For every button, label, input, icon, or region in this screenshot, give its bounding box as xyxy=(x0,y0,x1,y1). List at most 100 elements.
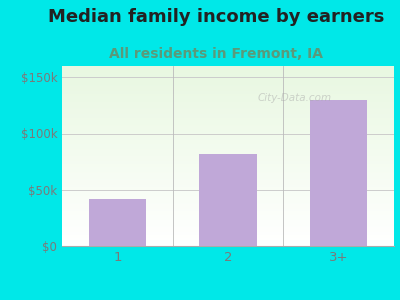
Bar xyxy=(62,88,394,89)
Bar xyxy=(199,154,257,246)
Bar xyxy=(62,180,394,181)
Bar xyxy=(62,198,394,199)
Bar xyxy=(62,142,394,143)
Bar xyxy=(62,146,394,148)
Bar xyxy=(62,109,394,110)
Bar xyxy=(62,169,394,170)
Bar xyxy=(62,168,394,169)
Bar xyxy=(62,107,394,108)
Bar xyxy=(62,187,394,188)
Bar xyxy=(62,137,394,138)
Bar xyxy=(62,192,394,193)
Bar xyxy=(62,128,394,130)
Bar xyxy=(62,104,394,106)
Bar xyxy=(62,173,394,174)
Bar xyxy=(62,245,394,246)
Bar xyxy=(62,79,394,80)
Bar xyxy=(62,182,394,184)
Bar xyxy=(62,98,394,100)
Bar xyxy=(62,136,394,137)
Bar xyxy=(62,224,394,226)
Bar xyxy=(62,95,394,96)
Bar xyxy=(62,94,394,95)
Bar xyxy=(62,121,394,122)
Bar xyxy=(62,227,394,228)
Bar xyxy=(62,222,394,223)
Bar xyxy=(62,139,394,140)
Bar xyxy=(62,90,394,91)
Bar xyxy=(62,145,394,146)
Bar xyxy=(62,188,394,190)
Bar xyxy=(62,238,394,239)
Bar xyxy=(62,124,394,125)
Bar xyxy=(62,233,394,234)
Bar xyxy=(62,70,394,71)
Bar xyxy=(62,244,394,245)
Bar xyxy=(62,208,394,209)
Bar xyxy=(62,112,394,113)
Bar xyxy=(62,125,394,126)
Bar xyxy=(62,115,394,116)
Bar xyxy=(62,230,394,232)
Bar xyxy=(62,126,394,127)
Bar xyxy=(62,101,394,102)
Bar xyxy=(62,154,394,155)
Bar xyxy=(310,100,368,246)
Bar xyxy=(62,215,394,216)
Bar xyxy=(62,71,394,72)
Bar xyxy=(62,103,394,104)
Bar xyxy=(62,197,394,198)
Bar xyxy=(62,84,394,85)
Bar xyxy=(62,92,394,94)
Bar xyxy=(62,220,394,221)
Bar xyxy=(62,68,394,70)
Bar xyxy=(62,242,394,244)
Bar xyxy=(62,236,394,238)
Bar xyxy=(62,106,394,107)
Bar xyxy=(62,119,394,120)
Bar xyxy=(62,229,394,230)
Bar xyxy=(62,157,394,158)
Text: All residents in Fremont, IA: All residents in Fremont, IA xyxy=(109,46,323,61)
Bar xyxy=(62,205,394,206)
Bar xyxy=(62,83,394,84)
Bar xyxy=(62,190,394,191)
Bar xyxy=(62,184,394,185)
Bar xyxy=(62,217,394,218)
Bar xyxy=(62,82,394,83)
Bar xyxy=(88,199,146,246)
Bar xyxy=(62,196,394,197)
Bar xyxy=(62,181,394,182)
Bar xyxy=(62,138,394,139)
Bar xyxy=(62,226,394,227)
Bar xyxy=(62,118,394,119)
Bar xyxy=(62,144,394,145)
Bar xyxy=(62,216,394,217)
Bar xyxy=(62,206,394,208)
Bar xyxy=(62,223,394,224)
Bar xyxy=(62,239,394,240)
Bar xyxy=(62,241,394,242)
Bar xyxy=(62,130,394,131)
Bar xyxy=(62,203,394,204)
Bar xyxy=(62,86,394,88)
Bar xyxy=(62,200,394,202)
Bar xyxy=(62,110,394,112)
Bar xyxy=(62,156,394,157)
Bar xyxy=(62,155,394,156)
Bar xyxy=(62,235,394,236)
Text: Median family income by earners: Median family income by earners xyxy=(48,8,384,26)
Bar xyxy=(62,113,394,114)
Bar xyxy=(62,102,394,103)
Bar xyxy=(62,133,394,134)
Bar xyxy=(62,194,394,196)
Bar xyxy=(62,122,394,124)
Bar xyxy=(62,234,394,235)
Bar xyxy=(62,232,394,233)
Bar xyxy=(62,166,394,167)
Bar xyxy=(62,163,394,164)
Bar xyxy=(62,204,394,205)
Bar xyxy=(62,170,394,172)
Bar xyxy=(62,78,394,79)
Bar xyxy=(62,186,394,187)
